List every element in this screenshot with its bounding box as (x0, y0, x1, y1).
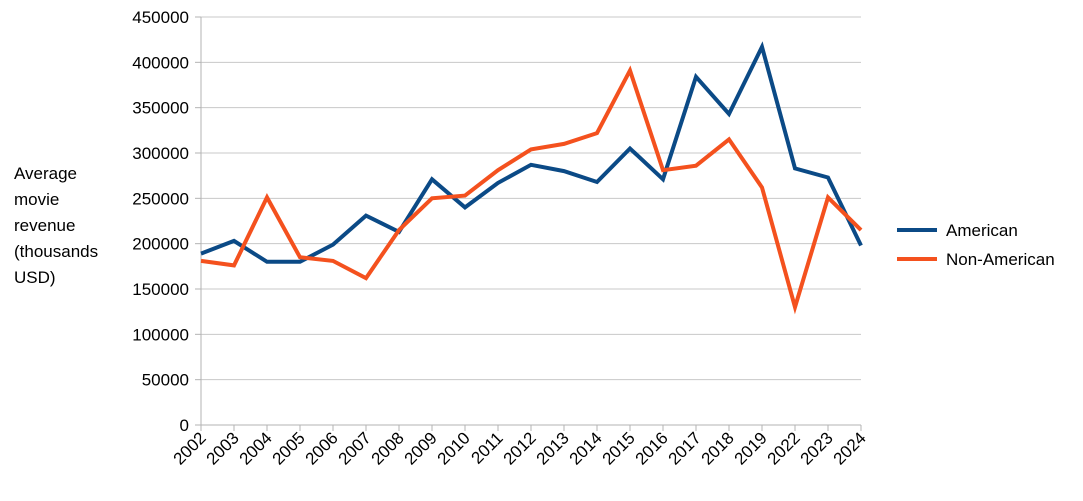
x-tick-label: 2016 (632, 428, 672, 468)
series-line-non-american (200, 65, 863, 315)
y-axis-title-line: USD) (14, 268, 56, 287)
legend-label: American (946, 221, 1018, 240)
y-tick-label: 150000 (132, 280, 189, 299)
y-tick-label: 450000 (132, 8, 189, 27)
x-tick-label: 2023 (797, 428, 837, 468)
x-tick-label: 2009 (401, 428, 441, 468)
y-axis-title-line: (thousands (14, 242, 98, 261)
x-tick-label: 2005 (269, 428, 309, 468)
y-tick-label: 100000 (132, 325, 189, 344)
y-tick-label: 200000 (132, 235, 189, 254)
gridlines (195, 16, 861, 426)
y-axis-title-line: Average (14, 164, 77, 183)
series-line-american (200, 41, 863, 264)
series-lines (200, 41, 863, 315)
x-tick-label: 2015 (599, 428, 639, 468)
x-tick-label: 2024 (830, 428, 870, 468)
y-axis-ticks: 0 50000 100000 150000 200000 250000 300000 3500… (132, 8, 189, 435)
x-tick-label: 2010 (434, 428, 474, 468)
y-tick-label: 0 (180, 416, 189, 435)
y-axis-title-line: movie (14, 190, 59, 209)
y-tick-label: 50000 (142, 371, 189, 390)
legend: American Non-American (897, 221, 1055, 269)
y-axis-title: Average movie revenue (thousands USD) (14, 164, 98, 287)
legend-label: Non-American (946, 250, 1055, 269)
y-tick-label: 300000 (132, 144, 189, 163)
x-tick-label: 2006 (302, 428, 342, 468)
x-tick-label: 2003 (203, 428, 243, 468)
y-tick-label: 250000 (132, 189, 189, 208)
x-tick-label: 2022 (764, 428, 804, 468)
x-tick-label: 2002 (170, 428, 210, 468)
x-tick-label: 2008 (368, 428, 408, 468)
x-tick-label: 2004 (236, 428, 276, 468)
x-tick-label: 2013 (533, 428, 573, 468)
y-axis-title-line: revenue (14, 216, 75, 235)
x-tick-label: 2014 (566, 428, 606, 468)
y-tick-label: 400000 (132, 53, 189, 72)
x-tick-label: 2017 (665, 428, 705, 468)
x-tick-label: 2019 (731, 428, 771, 468)
y-tick-label: 350000 (132, 99, 189, 118)
x-tick-label: 2007 (335, 428, 375, 468)
axes (200, 17, 862, 431)
x-tick-label: 2012 (500, 428, 540, 468)
x-axis-ticks: 2002200320042005200620072008200920102011… (170, 428, 870, 468)
x-tick-label: 2011 (468, 428, 507, 467)
x-tick-label: 2018 (698, 428, 738, 468)
